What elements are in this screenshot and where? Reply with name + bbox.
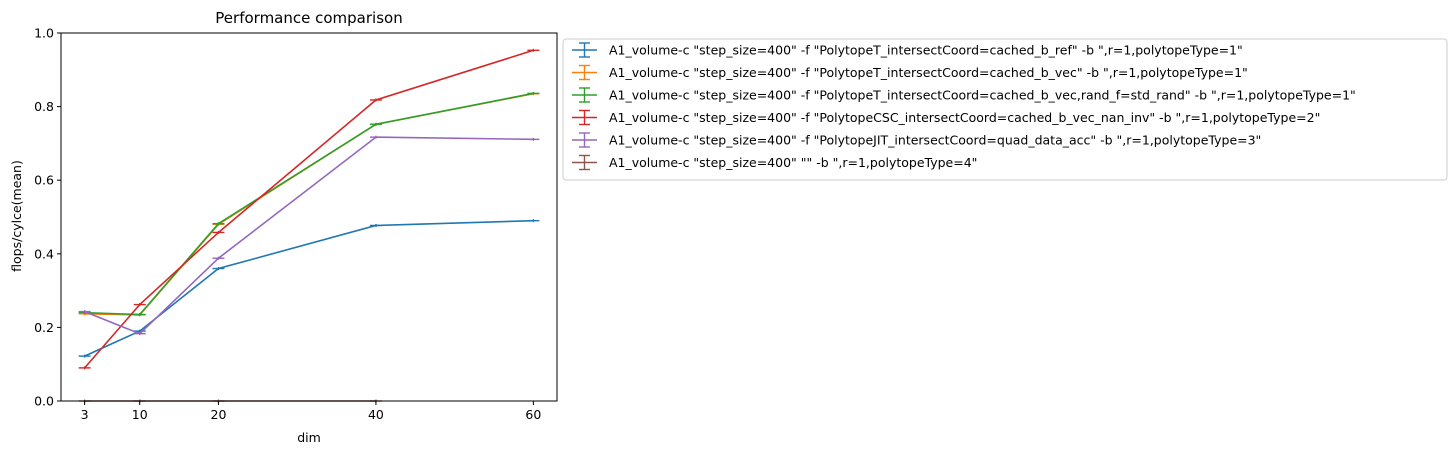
- legend-label: A1_volume-c "step_size=400" -f "Polytope…: [609, 110, 1320, 125]
- legend-label: A1_volume-c "step_size=400" -f "Polytope…: [609, 65, 1248, 80]
- series-1: [78, 219, 540, 358]
- x-tick-label: 60: [525, 407, 541, 422]
- y-tick-label: 0.8: [34, 99, 54, 114]
- series-4: [78, 48, 540, 370]
- legend-label: A1_volume-c "step_size=400" -f "Polytope…: [609, 133, 1261, 148]
- legend-item: A1_volume-c "step_size=400" -f "Polytope…: [572, 109, 1320, 126]
- x-axis-label: dim: [297, 430, 321, 445]
- legend[interactable]: A1_volume-c "step_size=400" -f "Polytope…: [562, 38, 1448, 181]
- legend-item: A1_volume-c "step_size=400" -f "Polytope…: [572, 42, 1243, 58]
- legend-item: A1_volume-c "step_size=400" -f "Polytope…: [572, 87, 1356, 103]
- series-5: [78, 135, 540, 336]
- y-axis-label: flops/cylce(mean): [9, 160, 24, 272]
- legend-item: A1_volume-c "step_size=400" -f "Polytope…: [572, 132, 1261, 148]
- y-tick-label: 0.0: [34, 394, 54, 409]
- legend-label: A1_volume-c "step_size=400" -f "Polytope…: [609, 43, 1243, 58]
- series-line: [84, 92, 534, 316]
- legend-item: A1_volume-c "step_size=400" -f "Polytope…: [572, 64, 1248, 81]
- y-tick-label: 0.4: [34, 246, 54, 261]
- y-tick-label: 0.2: [34, 320, 54, 335]
- series-line: [84, 219, 534, 357]
- x-tick-label: 20: [211, 407, 227, 422]
- series-2: [78, 92, 540, 317]
- plot-area: 3 10 20 40 60 0.0 0.2 0.4 0.6 0.8 1.0: [34, 26, 558, 422]
- legend-frame: [562, 38, 1448, 181]
- series-line: [84, 92, 534, 316]
- series-3: [78, 91, 540, 316]
- x-tick-label: 40: [368, 407, 384, 422]
- x-tick-label: 3: [81, 407, 89, 422]
- series-line: [84, 49, 534, 369]
- x-tick-label: 10: [132, 407, 148, 422]
- legend-item: A1_volume-c "step_size=400" "" -b ",r=1,…: [572, 154, 977, 171]
- plot-frame: [60, 32, 558, 402]
- legend-label: A1_volume-c "step_size=400" -f "Polytope…: [609, 88, 1356, 103]
- chart-title: Performance comparison: [215, 9, 402, 27]
- legend-label: A1_volume-c "step_size=400" "" -b ",r=1,…: [609, 155, 977, 170]
- y-tick-label: 1.0: [34, 26, 54, 41]
- y-tick-label: 0.6: [34, 173, 54, 188]
